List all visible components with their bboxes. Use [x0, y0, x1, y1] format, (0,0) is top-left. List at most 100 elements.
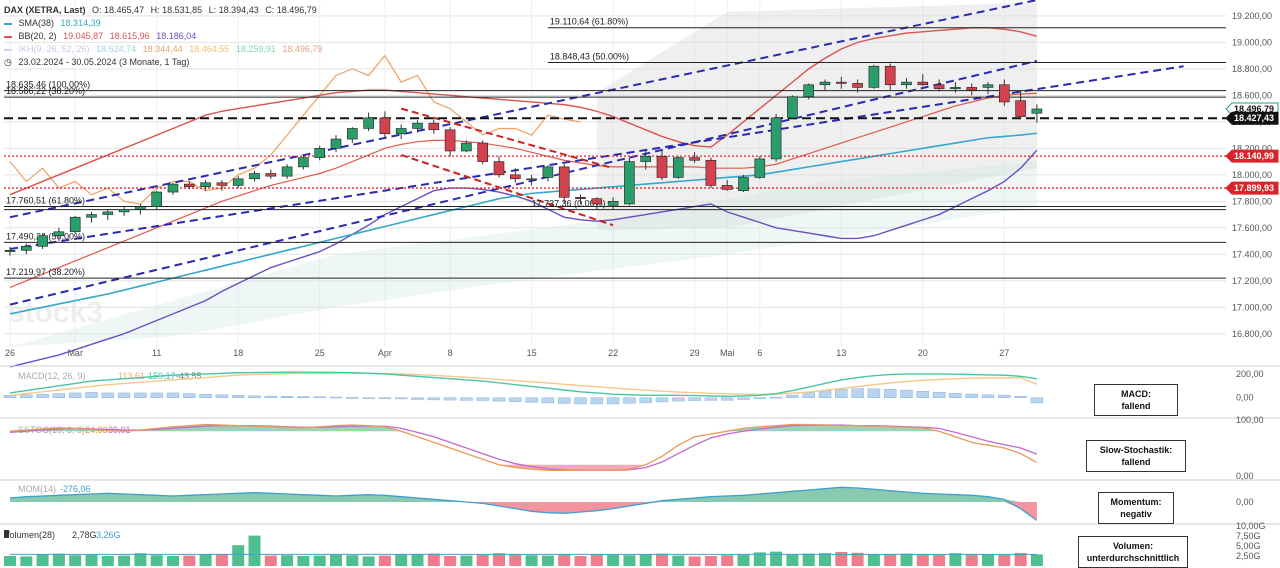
candle-body [591, 198, 603, 205]
volume-bar [4, 556, 16, 566]
volume-bar [688, 556, 701, 566]
momentum-name: MOM(14) [18, 484, 56, 494]
candle-body [721, 185, 733, 190]
volume-bar [264, 555, 277, 566]
macd-hist-bar [313, 396, 326, 399]
macd-hist-bar [606, 397, 620, 405]
bb-lower-line [9, 149, 1038, 368]
volume-bar [444, 556, 457, 566]
momentum-positive-fill [10, 487, 1037, 502]
candle-body [950, 87, 961, 90]
candle-body [4, 250, 16, 252]
volume-bar [541, 555, 554, 566]
price-tag-label: 18.427,43 [1234, 113, 1274, 123]
macd-hist-bar [3, 395, 17, 398]
candle-body [53, 231, 65, 237]
macd-hist-bar [623, 397, 636, 404]
candle-body [86, 214, 97, 218]
candle-body [216, 182, 228, 186]
candle-body [607, 201, 619, 206]
candle-body [558, 166, 570, 198]
macd-v1: 113,61 [118, 371, 145, 381]
macd-hist-bar [737, 397, 750, 400]
macd-status-box: MACD: fallend [1094, 384, 1178, 416]
volume-v1: 2,78G [72, 530, 97, 540]
macd-hist-bar [574, 397, 587, 405]
macd-hist-bar [851, 388, 864, 398]
y-tick-label: 16.800,00 [1232, 329, 1272, 339]
momentum-negative-fill [10, 502, 1037, 521]
legend-high: H: 18.531,85 [150, 5, 203, 15]
macd-hist-bar [117, 392, 131, 398]
volume-bar [183, 555, 196, 566]
candle-body [118, 208, 130, 213]
candle-body [37, 235, 48, 247]
candle-body [770, 117, 782, 160]
volume-name: Volumen(28) [4, 530, 55, 540]
volume-bar [770, 551, 783, 566]
candle-body [151, 191, 162, 207]
macd-hist-bar [476, 397, 489, 401]
x-tick-label: 22 [608, 348, 618, 358]
y-tick-label: 18.800,00 [1232, 64, 1272, 74]
macd-hist-bar [1030, 397, 1044, 404]
candle-body [477, 142, 489, 162]
macd-hist-bar [818, 390, 832, 398]
macd-hist-bar [150, 392, 163, 398]
legend-bb-name: BB(20, 2) [18, 31, 57, 41]
x-tick-label: 13 [836, 348, 846, 358]
volume-bar [1014, 552, 1027, 566]
volume-status-line2: unterdurchschnittlich [1086, 553, 1180, 563]
macd-hist-bar [867, 388, 881, 398]
trend-channel-upper [9, 0, 1038, 219]
fib-level-label: 18.586,22 (38.20%) [6, 86, 85, 96]
legend-close: C: 18.496,79 [265, 5, 317, 15]
macd-hist-bar [411, 397, 424, 400]
candle-body [542, 166, 554, 178]
candle-body [265, 173, 277, 177]
price-tag [1225, 181, 1279, 195]
legend-ikh-name: IKH(9, 26, 52, 26) [18, 44, 90, 54]
volume-bar [69, 555, 82, 566]
ikh-chikou-line [9, 54, 581, 205]
x-tick-label: 11 [152, 348, 161, 358]
macd-hist-bar [900, 389, 913, 398]
macd-name: MACD(12, 26, 9) [18, 371, 86, 381]
candle-body [395, 128, 407, 135]
volume-bar [378, 555, 391, 566]
stoch-tick: 100,00 [1236, 415, 1264, 425]
candle-body [803, 84, 815, 97]
bb-swatch-icon [4, 35, 12, 38]
x-tick-label: 26 [5, 348, 15, 358]
legend-ikh-v5: 18.496,79 [282, 44, 323, 54]
macd-hist-bar [362, 397, 375, 399]
price-tag-label: 17.899,93 [1234, 183, 1274, 193]
volume-bar [639, 554, 652, 566]
sma-swatch-icon [4, 22, 12, 25]
bb-upper-line [9, 27, 1038, 196]
candle-body [1015, 100, 1026, 117]
volume-bar [346, 555, 359, 566]
wedge-upper [400, 107, 614, 170]
legend-ikh-v4: 18.259,91 [235, 44, 276, 54]
volume-bar [867, 554, 880, 566]
macd-hist-bar [720, 397, 734, 401]
candle-body [363, 117, 374, 129]
macd-hist-bar [248, 395, 261, 398]
x-tick-label: 15 [527, 348, 537, 358]
legend-ikh: IKH(9, 26, 52, 26) 18.624,74 18.344,44 1… [4, 43, 326, 55]
volume-bar [134, 553, 147, 566]
legend-ikh-v3: 18.464,55 [189, 44, 230, 54]
trend-channel-mid [9, 65, 1184, 250]
macd-hist-bar [52, 393, 66, 398]
y-tick-label: 17.600,00 [1232, 223, 1272, 233]
macd-hist-bar [916, 391, 930, 398]
macd-hist-bar [85, 392, 98, 398]
candle-body [232, 178, 244, 186]
y-tick-label: 18.600,00 [1232, 90, 1272, 100]
macd-hist-bar [134, 392, 147, 398]
candle-body [493, 161, 505, 176]
volume-bar [672, 555, 685, 566]
volume-bar [395, 554, 408, 566]
